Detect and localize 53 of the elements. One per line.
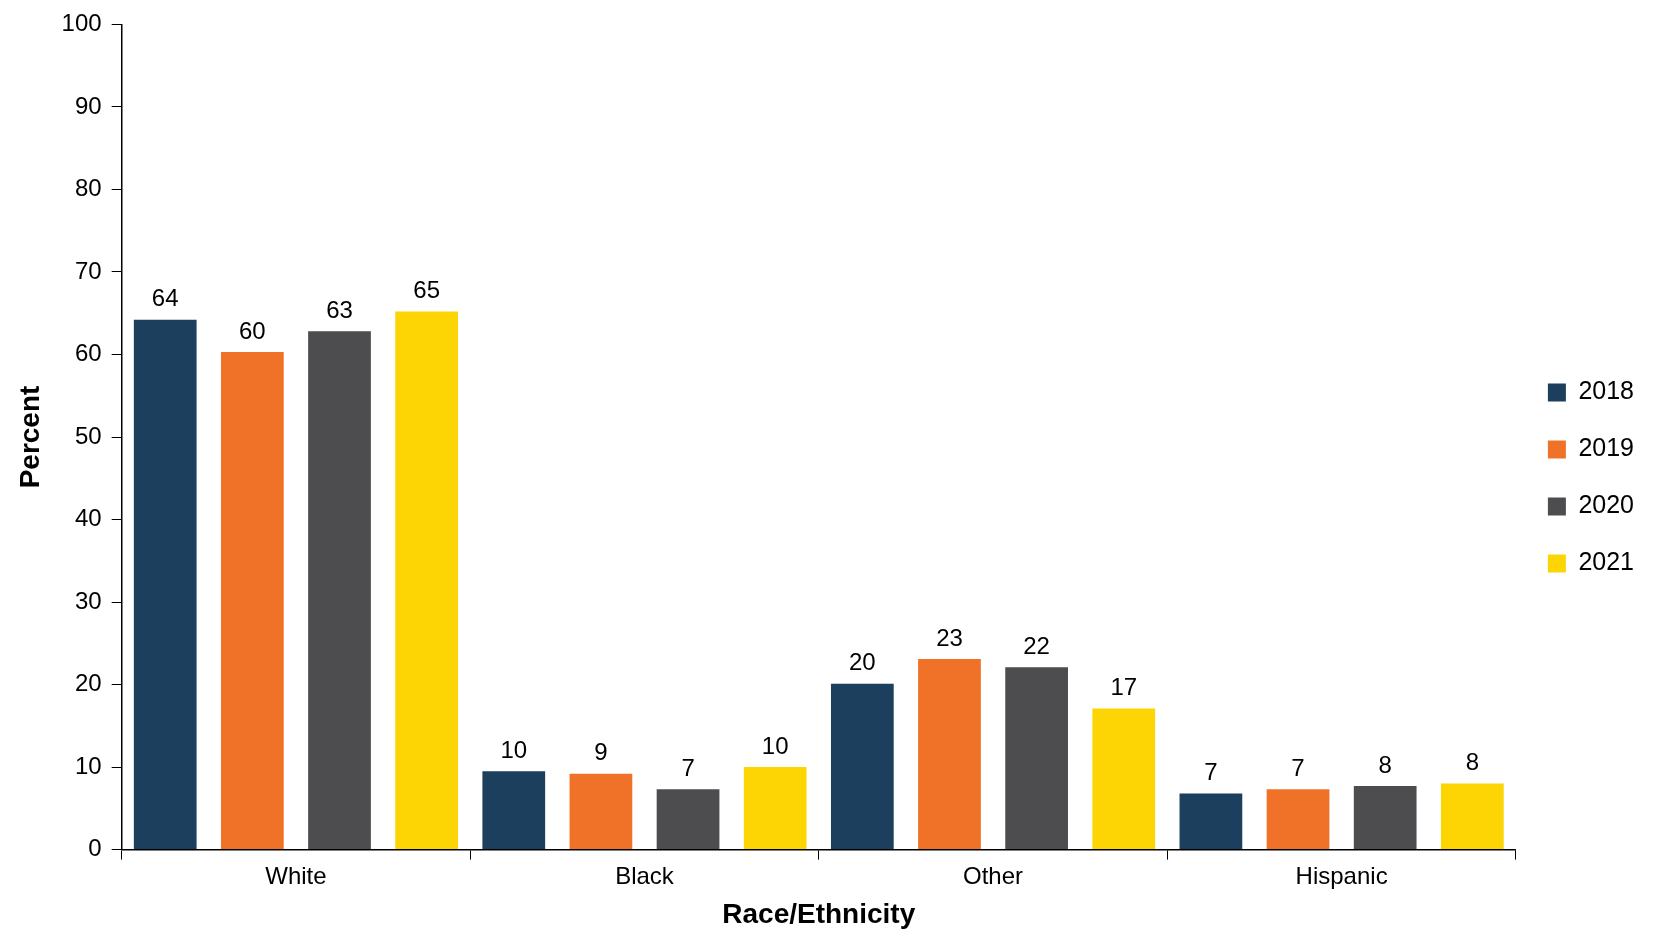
bar xyxy=(1005,667,1068,850)
legend-label: 2019 xyxy=(1578,433,1635,462)
y-tick-label: 40 xyxy=(74,504,102,532)
data-label: 9 xyxy=(594,738,608,766)
bar xyxy=(308,331,371,850)
bar xyxy=(1179,793,1243,850)
data-label: 8 xyxy=(1465,748,1479,776)
data-label: 60 xyxy=(239,316,266,344)
bar xyxy=(918,658,981,850)
bar xyxy=(1440,783,1504,850)
bar xyxy=(1092,708,1156,850)
data-label: 64 xyxy=(151,284,179,312)
x-tick-label: Other xyxy=(963,861,1024,889)
data-label: 7 xyxy=(1291,753,1305,781)
x-tick-label: White xyxy=(265,861,327,889)
y-tick-label: 100 xyxy=(61,9,102,37)
bar xyxy=(133,319,197,850)
data-label: 23 xyxy=(936,623,963,651)
data-label: 8 xyxy=(1378,750,1392,778)
data-label: 7 xyxy=(1204,758,1218,786)
y-tick-label: 30 xyxy=(74,586,102,614)
data-label: 63 xyxy=(326,296,353,323)
y-tick-label: 50 xyxy=(74,421,102,449)
data-label: 10 xyxy=(500,735,528,763)
bar xyxy=(656,789,720,850)
data-label: 20 xyxy=(848,648,876,676)
legend-label: 2020 xyxy=(1578,490,1635,519)
bar xyxy=(482,771,546,850)
y-tick-label: 70 xyxy=(74,256,102,284)
data-label: 22 xyxy=(1023,631,1050,659)
y-tick-label: 0 xyxy=(88,834,102,862)
data-label: 17 xyxy=(1110,673,1138,701)
bar xyxy=(830,683,894,850)
y-axis-title: Percent xyxy=(13,385,45,489)
bar xyxy=(395,311,458,850)
x-axis-title: Race/Ethnicity xyxy=(722,897,916,929)
bar xyxy=(743,767,807,850)
data-label: 10 xyxy=(761,731,789,759)
data-label: 65 xyxy=(413,276,440,304)
x-tick-label: Hispanic xyxy=(1295,861,1388,889)
y-tick-label: 10 xyxy=(74,751,102,779)
bar xyxy=(1266,789,1330,850)
y-tick-label: 90 xyxy=(74,91,102,119)
bar xyxy=(1353,786,1417,850)
legend-label: 2021 xyxy=(1578,547,1635,576)
bar xyxy=(220,352,284,850)
y-tick-label: 80 xyxy=(74,174,102,202)
data-label: 7 xyxy=(681,753,695,781)
y-tick-label: 60 xyxy=(74,339,102,367)
legend-label: 2018 xyxy=(1578,376,1635,405)
x-tick-label: Black xyxy=(615,861,675,889)
bar xyxy=(569,773,633,850)
y-tick-label: 20 xyxy=(74,669,102,697)
